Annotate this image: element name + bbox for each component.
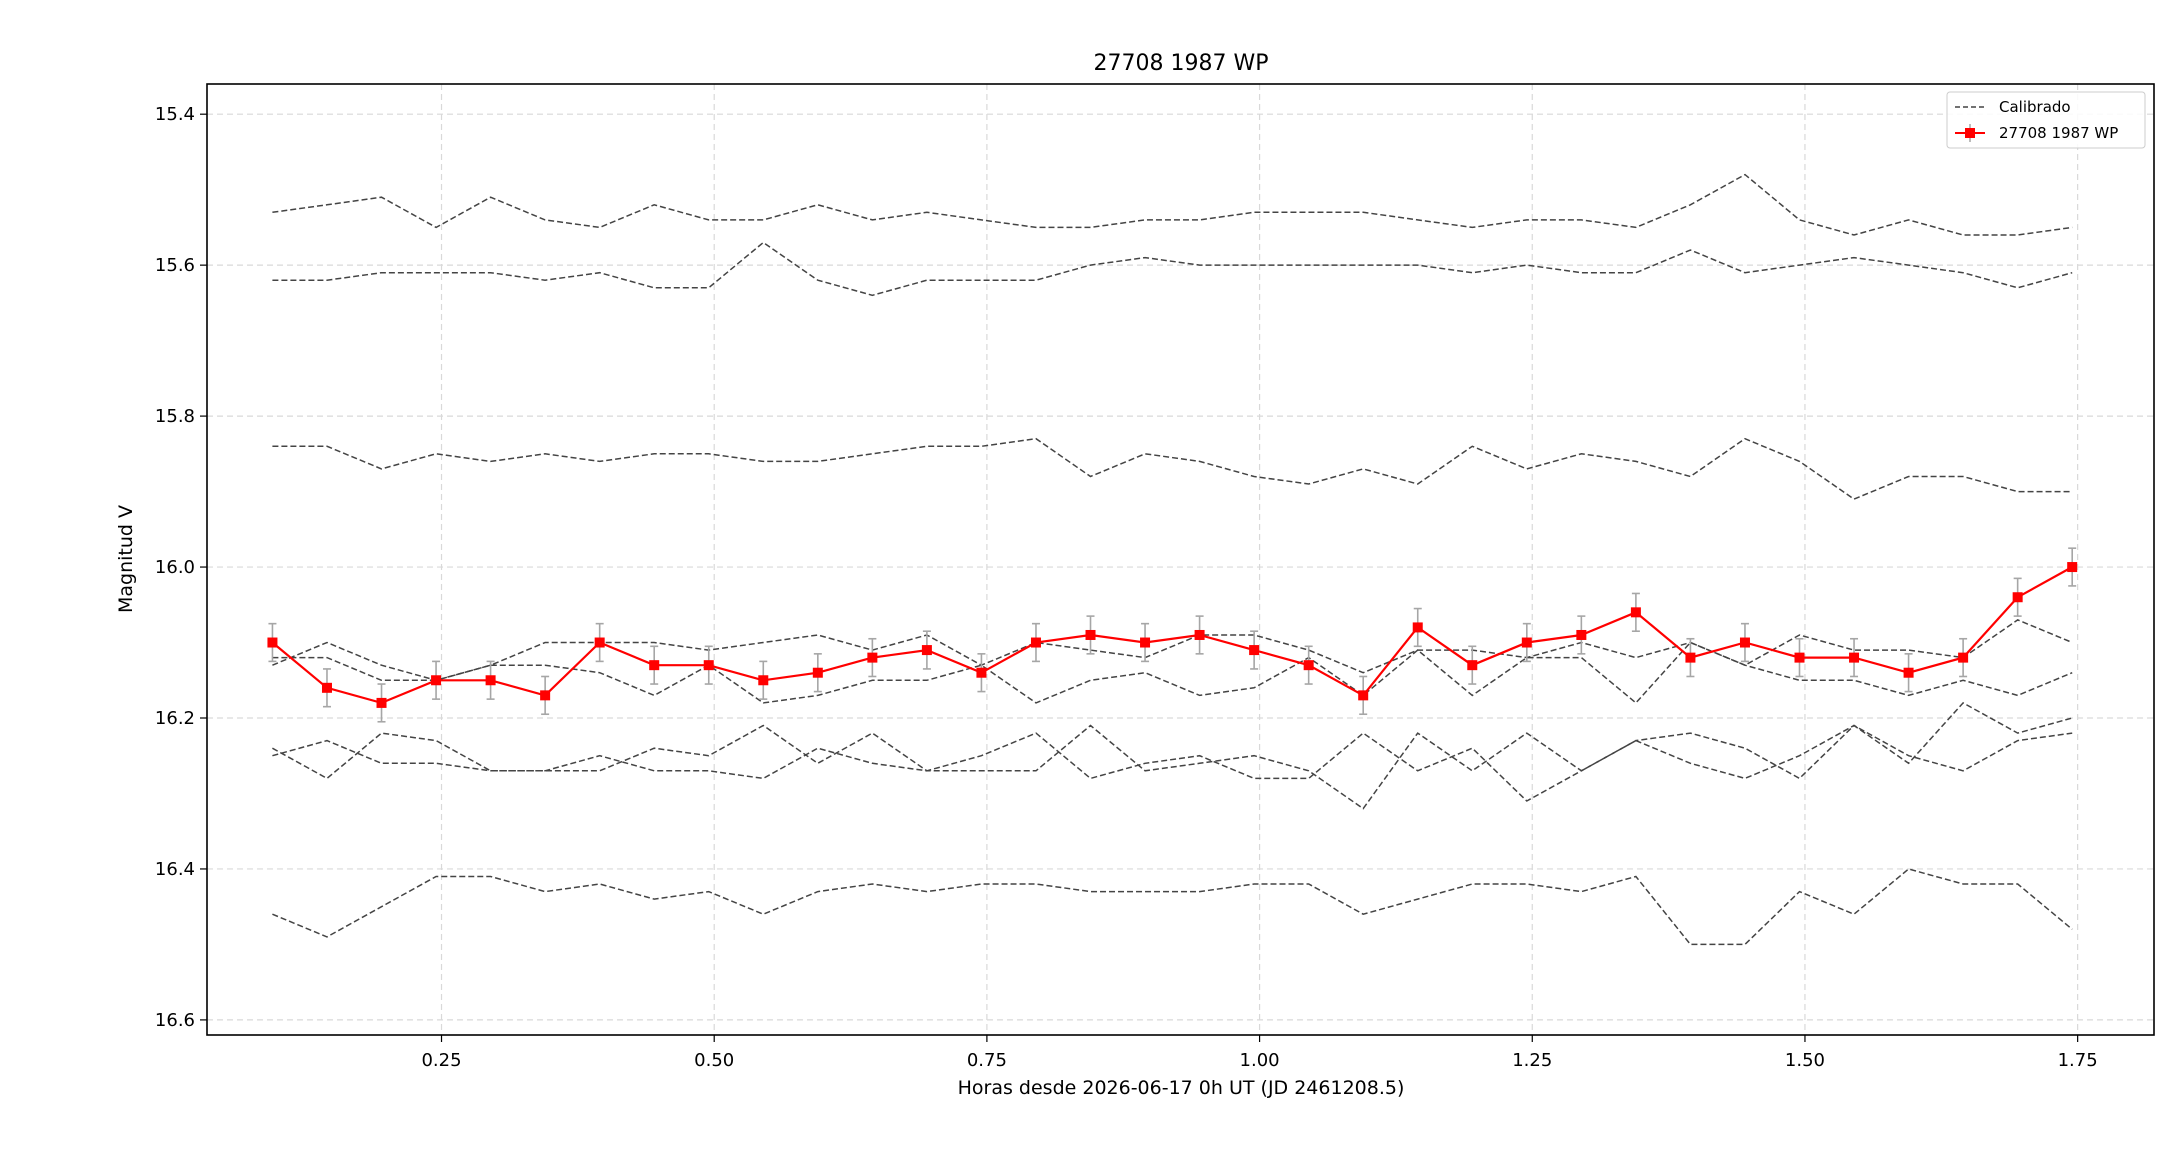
y-tick-label: 16.4 <box>155 859 195 880</box>
calibrado-series-line <box>272 724 2073 802</box>
target-data-point <box>976 667 987 678</box>
calibrado-series-line <box>272 868 2073 946</box>
target-data-point <box>2012 592 2023 603</box>
target-data-point <box>812 667 823 678</box>
chart-title: 27708 1987 WP <box>1094 51 1269 76</box>
calibrado-series-line <box>272 619 2073 682</box>
target-data-point <box>1140 637 1151 648</box>
target-data-point <box>1194 629 1205 640</box>
target-data-point <box>594 637 605 648</box>
legend-target-marker <box>1965 128 1975 138</box>
y-tick-label: 16.6 <box>155 1010 195 1031</box>
target-data-point <box>267 637 278 648</box>
comparison-series-lines <box>272 173 2073 946</box>
target-data-point <box>1849 652 1860 663</box>
target-series-line <box>271 566 2073 705</box>
x-tick-label: 0.50 <box>694 1050 734 1071</box>
y-tick-label: 15.6 <box>155 255 195 276</box>
target-data-point <box>321 682 332 693</box>
legend: Calibrado 27708 1987 WP <box>1946 91 2146 149</box>
target-data-point <box>1521 637 1532 648</box>
legend-box <box>1946 91 2146 149</box>
x-tick-label: 1.75 <box>2058 1050 2098 1071</box>
target-data-point <box>1412 622 1423 633</box>
y-tick-label: 15.8 <box>155 406 195 427</box>
target-data-point <box>485 675 496 686</box>
legend-target-label: 27708 1987 WP <box>1999 124 2118 142</box>
target-data-point <box>1794 652 1805 663</box>
target-data-point <box>1249 645 1260 656</box>
y-axis-ticks: 15.4 15.6 15.8 16.0 16.2 16.4 16.6 <box>155 104 207 1031</box>
target-data-point <box>921 645 932 656</box>
target-data-point <box>376 697 387 708</box>
y-axis-label: Magnitud V <box>115 505 137 613</box>
target-data-point <box>1576 629 1587 640</box>
x-tick-label: 1.50 <box>1785 1050 1825 1071</box>
target-data-point <box>1358 690 1369 701</box>
target-data-point <box>1467 660 1478 671</box>
x-axis-label: Horas desde 2026-06-17 0h UT (JD 2461208… <box>958 1077 1405 1099</box>
x-tick-label: 0.75 <box>967 1050 1007 1071</box>
x-tick-label: 1.00 <box>1240 1050 1280 1071</box>
x-tick-label: 0.25 <box>421 1050 461 1071</box>
target-data-point <box>758 675 769 686</box>
plot-frame <box>206 83 2155 1036</box>
calibrado-series-line <box>272 701 2073 810</box>
x-axis-ticks: 0.25 0.50 0.75 1.00 1.25 1.50 1.75 <box>421 1035 2098 1071</box>
target-data-point <box>1630 607 1641 618</box>
target-data-point <box>649 660 660 671</box>
target-data-point <box>703 660 714 671</box>
calibrado-series-line <box>272 241 2073 297</box>
target-data-point <box>1739 637 1750 648</box>
target-data-point <box>2067 562 2078 573</box>
x-tick-label: 1.25 <box>1512 1050 1552 1071</box>
calibrado-series-line <box>272 173 2073 236</box>
legend-calibrado-label: Calibrado <box>1999 98 2071 116</box>
target-data-point <box>431 675 442 686</box>
target-data-point <box>1685 652 1696 663</box>
target-data-point <box>1085 629 1096 640</box>
y-tick-label: 16.0 <box>155 557 195 578</box>
target-series <box>267 547 2078 723</box>
y-tick-label: 15.4 <box>155 104 195 125</box>
target-data-point <box>1030 637 1041 648</box>
grid-lines <box>207 84 2154 1035</box>
target-data-point <box>540 690 551 701</box>
target-data-point <box>867 652 878 663</box>
target-data-point <box>1903 667 1914 678</box>
y-tick-label: 16.2 <box>155 708 195 729</box>
target-data-point <box>1303 660 1314 671</box>
target-data-point <box>1958 652 1969 663</box>
calibrado-series-line <box>272 437 2073 500</box>
